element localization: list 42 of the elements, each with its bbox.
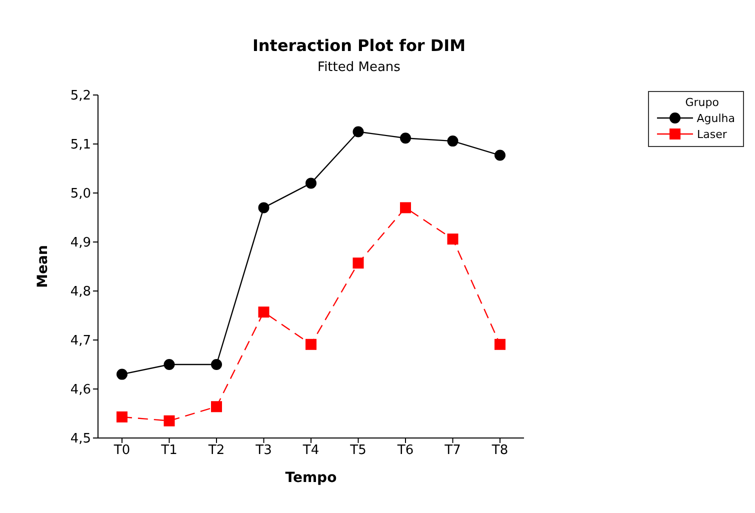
point bbox=[258, 306, 270, 318]
y-tick-label: 5,1 bbox=[70, 138, 91, 153]
legend-label: Agulha bbox=[696, 112, 735, 124]
y-tick-label: 4,8 bbox=[70, 284, 91, 300]
point bbox=[116, 411, 128, 422]
y-axis-title: Mean bbox=[34, 245, 51, 288]
x-tick-label: T8 bbox=[490, 443, 508, 458]
point bbox=[306, 178, 316, 189]
point bbox=[447, 234, 458, 245]
point bbox=[494, 338, 506, 350]
point bbox=[352, 258, 364, 269]
y-tick-label: 5,2 bbox=[70, 88, 91, 104]
point bbox=[211, 359, 222, 370]
y-tick-label: 4,7 bbox=[70, 334, 91, 349]
point bbox=[400, 202, 411, 214]
x-tick-label: T1 bbox=[160, 443, 178, 458]
y-tick-label: 4,6 bbox=[70, 382, 91, 398]
point bbox=[164, 415, 175, 426]
x-tick-label: T5 bbox=[349, 443, 366, 458]
y-tick-label: 4,5 bbox=[70, 432, 91, 447]
x-tick-label: T6 bbox=[396, 443, 414, 458]
x-tick-label: T4 bbox=[302, 443, 320, 458]
point bbox=[494, 150, 506, 161]
point bbox=[258, 202, 270, 214]
legend-title: Grupo bbox=[684, 96, 720, 109]
y-tick-label: 5,0 bbox=[70, 186, 91, 202]
point bbox=[164, 359, 175, 370]
x-tick-label: T7 bbox=[444, 443, 461, 458]
x-tick-label: T3 bbox=[254, 443, 272, 458]
x-axis-title: Tempo bbox=[285, 470, 338, 486]
point bbox=[211, 401, 222, 412]
y-tick-label: 4,9 bbox=[70, 236, 91, 251]
point bbox=[352, 126, 364, 138]
point bbox=[447, 136, 458, 147]
chart-subtitle: Fitted Means bbox=[316, 60, 402, 75]
point bbox=[400, 132, 411, 144]
point bbox=[116, 368, 128, 380]
point bbox=[306, 338, 316, 350]
chart-title: Interaction Plot for DIM bbox=[251, 36, 467, 55]
x-tick-label: T0 bbox=[112, 443, 130, 458]
x-tick-label: T2 bbox=[207, 443, 225, 458]
legend-label: Laser bbox=[697, 128, 727, 140]
